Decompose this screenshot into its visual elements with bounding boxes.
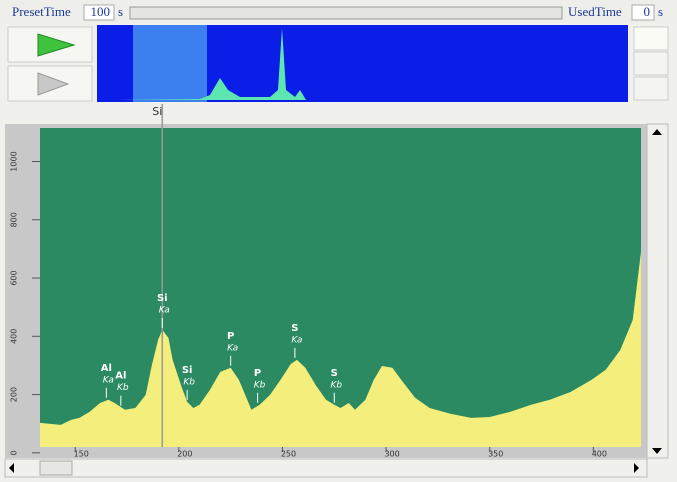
x-tick-label: 250 (281, 450, 296, 459)
peak-line: Ka (159, 305, 170, 315)
scroll-down[interactable] (652, 448, 662, 454)
view-button[interactable] (633, 51, 669, 76)
overview-window (133, 25, 207, 102)
peak-line: Kb (254, 380, 266, 390)
peak-element: P (254, 368, 261, 379)
peak-element: S (291, 323, 298, 334)
scroll-up[interactable] (652, 129, 662, 135)
cursor-label: Si (152, 105, 162, 118)
y-tick-label: 600 (10, 270, 19, 285)
x-tick-label: 200 (177, 450, 192, 459)
used-unit: s (658, 4, 663, 19)
peak-line: Ka (227, 343, 238, 353)
y-tick-label: 800 (10, 212, 19, 227)
peak-element: Al (115, 371, 126, 382)
x-tick-label: 350 (488, 450, 503, 459)
scroll-right[interactable] (634, 463, 639, 473)
v-scrollbar[interactable] (646, 123, 669, 459)
overview-spectrum (118, 28, 306, 100)
y-tick-label: 0 (10, 450, 19, 455)
peak-line: Kb (183, 377, 195, 387)
view-button[interactable] (633, 76, 669, 101)
h-scroll-thumb[interactable] (39, 460, 73, 476)
used-label: UsedTime (568, 4, 622, 19)
x-tick-label: 300 (384, 450, 399, 459)
scroll-left[interactable] (9, 463, 14, 473)
peak-line: Kb (330, 380, 342, 390)
h-scrollbar[interactable] (4, 458, 648, 478)
y-tick-label: 400 (10, 329, 19, 344)
stop-icon (37, 72, 70, 96)
progress-bar (129, 6, 563, 20)
spectrum-area (40, 251, 641, 447)
peak-line: Kb (117, 383, 129, 393)
preset-value: 100 (91, 4, 111, 19)
x-tick-label: 400 (592, 450, 607, 459)
y-tick-label: 200 (10, 387, 19, 402)
peak-element: Si (182, 365, 193, 376)
preset-unit: s (118, 4, 123, 19)
preset-box[interactable] (83, 4, 115, 21)
peak-line: Ka (291, 335, 302, 345)
preset-label: PresetTime (12, 4, 71, 19)
y-tick-label: 1000 (10, 151, 19, 171)
start-icon (37, 33, 76, 57)
peak-element: P (227, 331, 234, 342)
peak-element: S (331, 368, 338, 379)
peak-element: Si (157, 293, 168, 304)
peak-line: Ka (103, 375, 114, 385)
peak-element: Al (101, 363, 112, 374)
used-value: 0 (644, 4, 651, 19)
view-button[interactable] (633, 26, 669, 51)
used-box (631, 4, 655, 21)
plot-area (40, 128, 641, 447)
x-tick-label: 150 (74, 450, 89, 459)
